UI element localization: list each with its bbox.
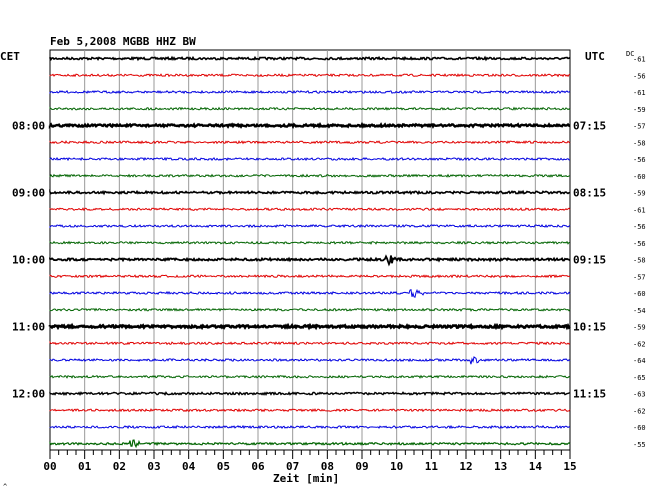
dc-value: -60 xyxy=(633,173,646,181)
utc-time-label: 10:15 xyxy=(573,321,606,334)
dc-value: -61 xyxy=(633,206,646,214)
cet-time-label: 08:00 xyxy=(12,120,45,133)
utc-time-label: 08:15 xyxy=(573,187,606,200)
dc-value: -61 xyxy=(633,56,646,64)
x-tick-label: 07 xyxy=(286,460,299,473)
x-tick-label: 03 xyxy=(147,460,160,473)
trace-row-8 xyxy=(49,189,571,196)
trace-row-11 xyxy=(49,240,571,245)
dc-value: -59 xyxy=(633,324,646,332)
trace-row-5 xyxy=(49,140,571,145)
dc-value: -59 xyxy=(633,106,646,114)
trace-row-21 xyxy=(49,408,571,413)
trace-row-23 xyxy=(49,439,571,449)
cet-time-label: 11:00 xyxy=(12,321,45,334)
dc-value: -60 xyxy=(633,424,646,432)
corner-mark: ^ xyxy=(3,483,7,491)
trace-row-6 xyxy=(49,156,570,162)
cet-time-label: 10:00 xyxy=(12,254,45,267)
x-tick-label: 04 xyxy=(182,460,196,473)
cet-time-labels: 08:00 09:00 10:00 11:00 12:00 xyxy=(12,120,45,401)
x-tick-label: 05 xyxy=(217,460,230,473)
dc-header-label: DC xyxy=(626,50,634,58)
x-tick-label: 01 xyxy=(78,460,92,473)
dc-value: -56 xyxy=(633,156,646,164)
x-tick-label: 14 xyxy=(529,460,543,473)
trace-row-10 xyxy=(49,223,571,229)
cet-time-label: 09:00 xyxy=(12,187,45,200)
dc-value: -56 xyxy=(633,72,646,80)
trace-row-4 xyxy=(48,121,571,130)
utc-time-label: 11:15 xyxy=(573,388,606,401)
dc-value: -59 xyxy=(633,190,646,198)
dc-value: -61 xyxy=(633,89,646,97)
dc-value: -63 xyxy=(633,391,646,399)
dc-value: -56 xyxy=(633,240,646,248)
cet-time-label: 12:00 xyxy=(12,388,45,401)
dc-value: -64 xyxy=(633,357,646,365)
dc-value: -62 xyxy=(633,340,646,348)
x-tick-label: 02 xyxy=(113,460,126,473)
dc-value: -57 xyxy=(633,123,646,131)
dc-values: -61 -56 -61 -59 -57 -58 -56 -60 -59 -61 -56 -56 -58 -… xyxy=(633,56,646,449)
trace-row-9 xyxy=(49,207,571,212)
dc-value: -57 xyxy=(633,273,646,281)
trace-row-20 xyxy=(49,391,571,397)
utc-zone-label: UTC xyxy=(585,50,605,63)
utc-time-label: 09:15 xyxy=(573,254,606,267)
dc-value: -58 xyxy=(633,139,646,147)
trace-row-0 xyxy=(49,55,571,62)
x-tick-label: 13 xyxy=(494,460,507,473)
x-tick-label: 09 xyxy=(355,460,368,473)
dc-value: -58 xyxy=(633,257,646,265)
dc-value: -56 xyxy=(633,223,646,231)
x-tick-label: 11 xyxy=(425,460,439,473)
x-tick-label: 12 xyxy=(459,460,472,473)
dc-value: -60 xyxy=(633,290,646,298)
trace-row-2 xyxy=(49,89,571,95)
trace-row-13 xyxy=(49,274,571,279)
trace-row-17 xyxy=(49,340,571,346)
x-axis: 00 01 02 03 04 05 06 07 08 09 10 11 12 13 14 15 xyxy=(43,450,577,473)
grid xyxy=(49,49,571,451)
trace-row-15 xyxy=(49,307,571,312)
dc-value: -62 xyxy=(633,407,646,415)
trace-row-12 xyxy=(49,254,571,267)
traces xyxy=(48,55,571,449)
cet-zone-label: CET xyxy=(0,50,20,63)
dc-value: -65 xyxy=(633,374,646,382)
chart-title: Feb 5,2008 MGBB HHZ BW xyxy=(50,35,196,48)
trace-row-22 xyxy=(49,424,571,430)
dc-value: -55 xyxy=(633,441,646,449)
trace-row-19 xyxy=(49,374,571,379)
trace-row-3 xyxy=(49,106,571,111)
dc-value: -54 xyxy=(633,307,646,315)
trace-row-7 xyxy=(49,173,571,178)
trace-row-14 xyxy=(49,288,571,298)
x-axis-label: Zeit [min] xyxy=(273,472,339,485)
trace-row-16 xyxy=(48,322,571,331)
x-tick-label: 10 xyxy=(390,460,403,473)
utc-time-labels: 07:15 08:15 09:15 10:15 11:15 xyxy=(573,120,606,401)
x-tick-label: 08 xyxy=(321,460,334,473)
x-tick-label: 06 xyxy=(251,460,265,473)
trace-row-18 xyxy=(49,356,571,365)
x-tick-label: 00 xyxy=(43,460,56,473)
x-tick-label: 15 xyxy=(563,460,576,473)
trace-row-1 xyxy=(49,73,571,78)
utc-time-label: 07:15 xyxy=(573,120,606,133)
